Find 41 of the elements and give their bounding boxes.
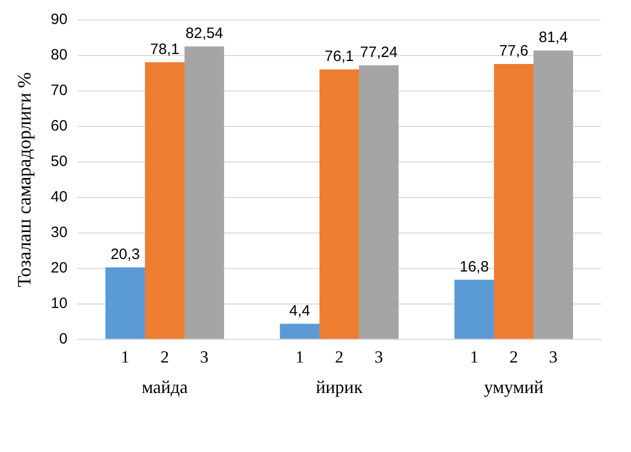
y-tick-label: 70 bbox=[50, 82, 68, 100]
x-tick-label: майда bbox=[142, 376, 188, 397]
bar bbox=[144, 62, 185, 339]
data-label: 4,4 bbox=[289, 302, 310, 320]
bar bbox=[454, 280, 494, 339]
data-label: 20,3 bbox=[110, 246, 140, 263]
bar bbox=[105, 267, 145, 339]
bar bbox=[494, 64, 534, 339]
data-label: 81,4 bbox=[538, 29, 568, 46]
y-tick-label: 10 bbox=[50, 295, 68, 312]
data-label: 77,6 bbox=[499, 42, 528, 60]
y-axis-title: Тозалаш самарадорлиги % bbox=[14, 72, 36, 288]
bar bbox=[534, 50, 574, 339]
text: 2 bbox=[509, 347, 518, 366]
x-tick-label: йирик bbox=[316, 376, 363, 397]
bar bbox=[359, 65, 399, 339]
text: 2 bbox=[334, 347, 344, 366]
bar bbox=[280, 324, 320, 339]
data-label: 82,54 bbox=[186, 25, 224, 42]
series-label: 2 bbox=[160, 347, 169, 366]
text: 3 bbox=[374, 347, 384, 366]
y-tick-label: 90 bbox=[50, 11, 68, 28]
data-label: 76,1 bbox=[324, 48, 354, 65]
y-tick-label: 0 bbox=[59, 330, 68, 348]
series-label: 3 bbox=[200, 347, 209, 366]
bar bbox=[184, 46, 224, 339]
series-label: 1 bbox=[120, 347, 130, 366]
text: 3 bbox=[549, 347, 558, 366]
y-tick-label: 50 bbox=[50, 153, 68, 170]
data-label: 77,24 bbox=[360, 44, 398, 61]
y-tick-label: 40 bbox=[50, 188, 68, 206]
text: 1 bbox=[295, 347, 304, 366]
y-tick-label: 30 bbox=[50, 224, 68, 242]
y-tick-label: 60 bbox=[50, 118, 68, 135]
bar bbox=[319, 69, 360, 339]
y-tick-label: 80 bbox=[50, 46, 68, 64]
y-tick-label: 20 bbox=[50, 260, 68, 277]
x-tick-label: умумий bbox=[484, 376, 544, 397]
data-label: 78,1 bbox=[150, 40, 180, 58]
data-label: 16,8 bbox=[460, 258, 489, 276]
text: 1 bbox=[470, 347, 478, 366]
